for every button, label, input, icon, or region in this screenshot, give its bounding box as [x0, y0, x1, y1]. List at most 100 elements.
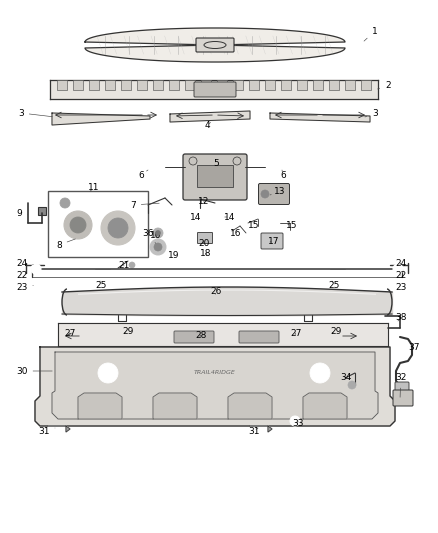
- Polygon shape: [48, 426, 70, 432]
- Polygon shape: [52, 352, 378, 419]
- Polygon shape: [270, 113, 370, 122]
- Text: 22: 22: [395, 271, 406, 279]
- Text: 29: 29: [330, 327, 341, 335]
- Text: 36: 36: [142, 229, 158, 247]
- Polygon shape: [78, 393, 122, 419]
- Text: 38: 38: [395, 313, 406, 322]
- Circle shape: [70, 217, 86, 233]
- Text: 2: 2: [378, 80, 391, 90]
- Text: 19: 19: [168, 251, 180, 260]
- Text: 14: 14: [190, 213, 201, 222]
- Text: 15: 15: [248, 221, 259, 230]
- Bar: [233, 80, 243, 90]
- Circle shape: [108, 218, 128, 238]
- Bar: [153, 80, 163, 90]
- FancyBboxPatch shape: [395, 382, 409, 392]
- Bar: [329, 80, 339, 90]
- Bar: [249, 80, 259, 90]
- Circle shape: [155, 230, 160, 236]
- Text: 16: 16: [230, 229, 241, 238]
- Polygon shape: [35, 347, 395, 426]
- FancyBboxPatch shape: [194, 82, 236, 97]
- Bar: [297, 80, 307, 90]
- Text: 1: 1: [364, 27, 378, 41]
- Bar: [57, 80, 67, 90]
- Circle shape: [393, 264, 403, 274]
- Text: 4: 4: [205, 122, 211, 131]
- Circle shape: [348, 381, 356, 389]
- Circle shape: [196, 211, 204, 219]
- Text: 37: 37: [408, 343, 420, 359]
- Circle shape: [98, 363, 118, 383]
- Bar: [89, 80, 99, 90]
- Text: 3: 3: [18, 109, 52, 117]
- Circle shape: [201, 251, 209, 259]
- FancyBboxPatch shape: [196, 38, 234, 52]
- Text: 31: 31: [38, 426, 55, 435]
- Text: 33: 33: [292, 418, 304, 427]
- Bar: [169, 80, 179, 90]
- Text: 17: 17: [268, 237, 279, 246]
- Text: 24: 24: [16, 259, 33, 268]
- Bar: [137, 80, 147, 90]
- FancyBboxPatch shape: [174, 331, 214, 343]
- Polygon shape: [58, 323, 388, 346]
- Text: TRAIL4RIDGE: TRAIL4RIDGE: [194, 370, 236, 376]
- Text: 27: 27: [290, 328, 301, 337]
- FancyBboxPatch shape: [239, 331, 279, 343]
- Bar: [185, 80, 195, 90]
- FancyBboxPatch shape: [393, 390, 413, 406]
- Bar: [265, 80, 275, 90]
- Bar: [197, 165, 233, 187]
- Polygon shape: [170, 111, 250, 122]
- Text: 7: 7: [130, 200, 159, 209]
- Text: 10: 10: [150, 230, 162, 239]
- Text: 5: 5: [213, 158, 219, 167]
- Text: 25: 25: [328, 280, 339, 289]
- Circle shape: [64, 211, 92, 239]
- Bar: [217, 80, 227, 90]
- Text: 26: 26: [210, 287, 221, 295]
- Circle shape: [261, 190, 269, 198]
- Bar: [73, 80, 83, 90]
- Circle shape: [101, 211, 135, 245]
- Bar: [361, 80, 371, 90]
- Bar: [345, 80, 355, 90]
- Bar: [105, 80, 115, 90]
- Text: 6: 6: [280, 170, 286, 180]
- Polygon shape: [303, 393, 347, 419]
- Text: 28: 28: [195, 330, 206, 340]
- Circle shape: [153, 228, 163, 238]
- Circle shape: [214, 211, 222, 219]
- Text: 11: 11: [88, 183, 99, 192]
- Text: 22: 22: [16, 271, 33, 279]
- Text: 29: 29: [122, 327, 134, 335]
- FancyBboxPatch shape: [261, 233, 283, 249]
- Polygon shape: [153, 393, 197, 419]
- FancyBboxPatch shape: [183, 154, 247, 200]
- Circle shape: [154, 243, 162, 251]
- Bar: [313, 80, 323, 90]
- Text: 34: 34: [340, 374, 351, 383]
- Circle shape: [290, 416, 300, 426]
- Text: 21: 21: [118, 261, 129, 270]
- Text: 18: 18: [200, 248, 212, 257]
- Polygon shape: [250, 426, 272, 432]
- Text: 20: 20: [198, 238, 209, 247]
- Text: 14: 14: [224, 213, 235, 222]
- Polygon shape: [52, 113, 150, 125]
- Bar: [121, 80, 131, 90]
- Text: 30: 30: [16, 367, 52, 376]
- Bar: [281, 80, 291, 90]
- Text: 32: 32: [395, 374, 406, 397]
- Text: 23: 23: [16, 284, 33, 293]
- Text: 27: 27: [64, 328, 75, 337]
- Bar: [48, 191, 148, 257]
- Text: 3: 3: [365, 109, 378, 117]
- Circle shape: [150, 239, 166, 255]
- Text: 23: 23: [395, 284, 406, 293]
- Circle shape: [31, 264, 41, 274]
- Polygon shape: [50, 80, 378, 99]
- Text: 9: 9: [16, 208, 27, 217]
- Circle shape: [60, 198, 70, 208]
